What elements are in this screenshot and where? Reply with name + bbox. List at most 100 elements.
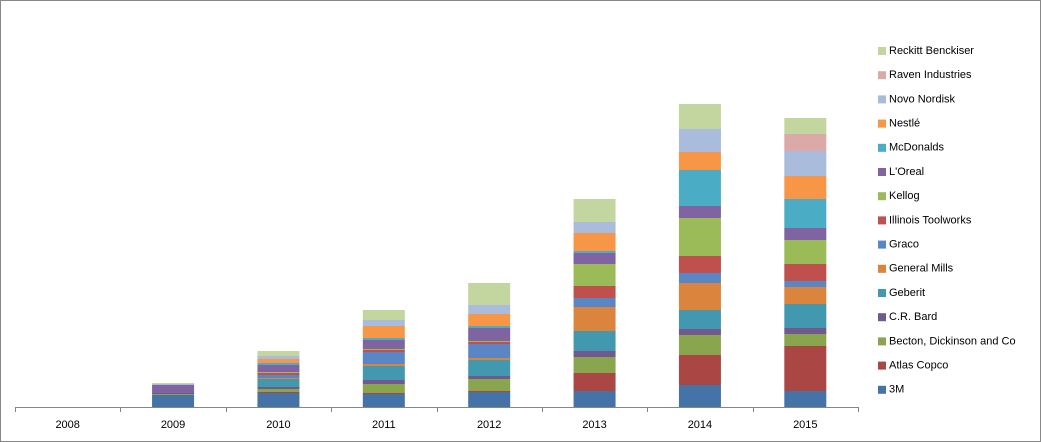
bar-segment (784, 391, 827, 407)
legend-label: Nestlé (889, 118, 920, 130)
bar-segment (468, 358, 511, 360)
bar-segment (152, 395, 195, 407)
legend-label: Raven Industries (889, 69, 972, 81)
bar-segment (257, 363, 300, 365)
bar-segment (152, 385, 195, 393)
bar-segment (257, 387, 300, 389)
legend-swatch (878, 240, 886, 249)
legend-label: L'Oreal (889, 166, 924, 178)
bar-segment (573, 286, 616, 298)
legend-label: Becton, Dickinson and Co (889, 335, 1016, 347)
bar-segment (573, 222, 616, 233)
legend-swatch (878, 385, 886, 394)
bar-segment (678, 329, 721, 335)
bar-segment (362, 394, 405, 407)
bar-segment (257, 356, 300, 359)
bar-segment (784, 304, 827, 328)
legend-swatch (878, 361, 886, 370)
legend-label: Illinois Toolworks (889, 214, 972, 226)
bar-segment (784, 334, 827, 346)
bar-segment (573, 251, 616, 253)
legend-swatch (878, 71, 886, 80)
x-tick-label: 2011 (372, 419, 396, 431)
bar-segment (468, 392, 511, 407)
bar-segment (362, 380, 405, 384)
bar-segment (152, 393, 195, 394)
bar-segment (678, 206, 721, 218)
bar-segment (362, 349, 405, 350)
x-tick-label: 2014 (688, 419, 712, 431)
legend-label: C.R. Bard (889, 311, 937, 323)
legend-swatch (878, 143, 886, 152)
bar-segment (152, 394, 195, 395)
bar-segment (468, 305, 511, 314)
bar-segment (257, 373, 300, 375)
bar-segment (573, 391, 616, 407)
bar-segment (678, 104, 721, 129)
bar-segment (362, 310, 405, 320)
legend-label: Graco (889, 239, 919, 251)
bar-segment (468, 344, 511, 358)
x-tick-label: 2013 (582, 419, 606, 431)
x-tick-label: 2015 (793, 419, 817, 431)
bar-segment (678, 129, 721, 152)
bar-segment (468, 391, 511, 392)
bar-segment (362, 364, 405, 366)
bar-segment (784, 199, 827, 228)
legend-swatch (878, 168, 886, 176)
bar-segment (678, 385, 721, 407)
bar-segment (573, 233, 616, 251)
bar-segment (784, 287, 827, 304)
legend-swatch (878, 289, 886, 297)
x-tick-label: 2010 (266, 419, 290, 431)
legend-label: Geberit (889, 287, 925, 299)
bar-segment (362, 384, 405, 393)
bar-segment (152, 384, 195, 385)
bar-segment (468, 326, 511, 328)
bar-segment (678, 218, 721, 256)
x-tick-label: 2009 (161, 419, 185, 431)
bar-segment (362, 366, 405, 380)
legend-label: Novo Nordisk (889, 93, 956, 105)
bar-segment (573, 253, 616, 264)
legend-swatch (878, 95, 886, 104)
bar-segment (678, 256, 721, 273)
legend-swatch (878, 337, 886, 346)
bar-segment (573, 373, 616, 391)
bar-segment (468, 283, 511, 305)
bar-segment (362, 340, 405, 349)
bar-segment (257, 392, 300, 393)
bar-segment (362, 393, 405, 394)
bar-segment (573, 307, 616, 331)
x-tick-label: 2012 (477, 419, 501, 431)
bar-segment (678, 355, 721, 385)
legend-label: Atlas Copco (889, 360, 948, 372)
bar-segment (573, 351, 616, 357)
legend-swatch (878, 119, 886, 128)
legend-label: Kellog (889, 190, 920, 202)
bar-segment (257, 359, 300, 363)
bar-segment (784, 281, 827, 287)
bar-segment (678, 310, 721, 329)
bar-segment (362, 338, 405, 340)
bar-segment (468, 314, 511, 326)
bar-segment (362, 326, 405, 338)
bar-segment (573, 298, 616, 307)
bar-segment (784, 240, 827, 264)
bar-segment (573, 199, 616, 222)
bar-segment (678, 273, 721, 283)
bar-segment (784, 176, 827, 199)
bar-segment (257, 351, 300, 356)
bar-segment (468, 328, 511, 341)
bar-segment (257, 378, 300, 379)
bar-segment (573, 331, 616, 351)
legend-label: General Mills (889, 263, 954, 275)
bar-segment (257, 365, 300, 372)
bar-segment (784, 118, 827, 134)
bar-segment (678, 283, 721, 310)
legend-label: Reckitt Benckiser (889, 45, 974, 57)
bar-segment (257, 372, 300, 373)
legend-swatch (878, 216, 886, 225)
